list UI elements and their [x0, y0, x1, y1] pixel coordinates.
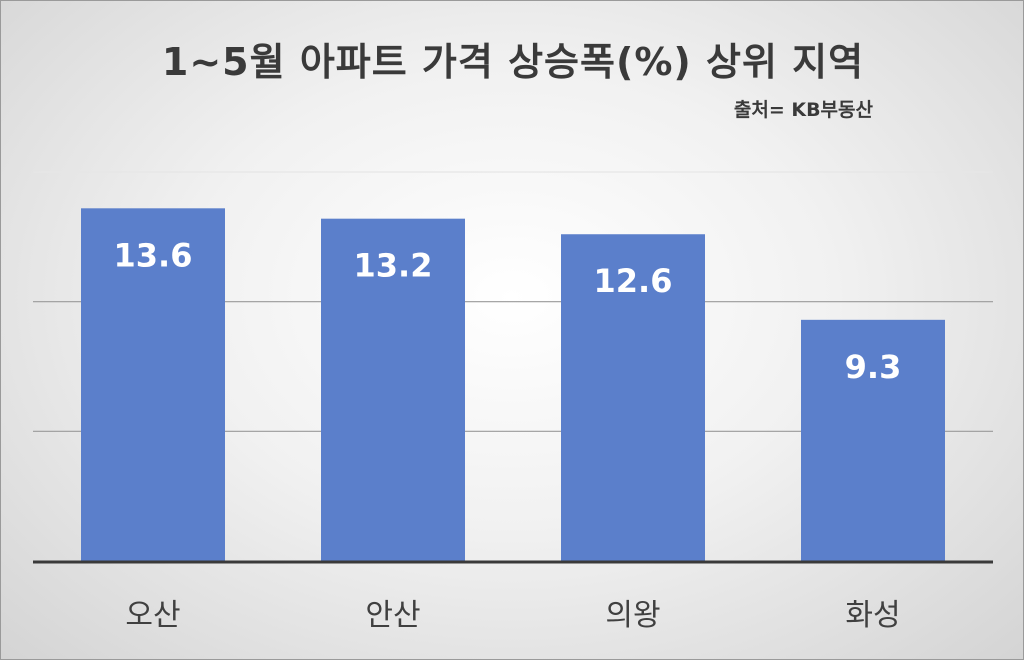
category-label: 화성: [845, 598, 900, 633]
bar-안산: [321, 218, 465, 561]
bar-오산: [81, 208, 225, 561]
bar-의왕: [561, 234, 705, 562]
chart-source: 출처= KB부동산: [733, 99, 873, 121]
data-label: 13.2: [354, 247, 433, 285]
category-label: 오산: [125, 598, 180, 633]
data-label: 12.6: [594, 262, 673, 300]
data-label: 13.6: [114, 236, 193, 274]
chart-title: 1~5월 아파트 가격 상승폭(%) 상위 지역: [161, 40, 865, 84]
data-label: 9.3: [845, 348, 902, 386]
category-label: 안산: [365, 598, 420, 633]
category-label: 의왕: [605, 598, 660, 633]
bar-화성: [801, 319, 945, 561]
